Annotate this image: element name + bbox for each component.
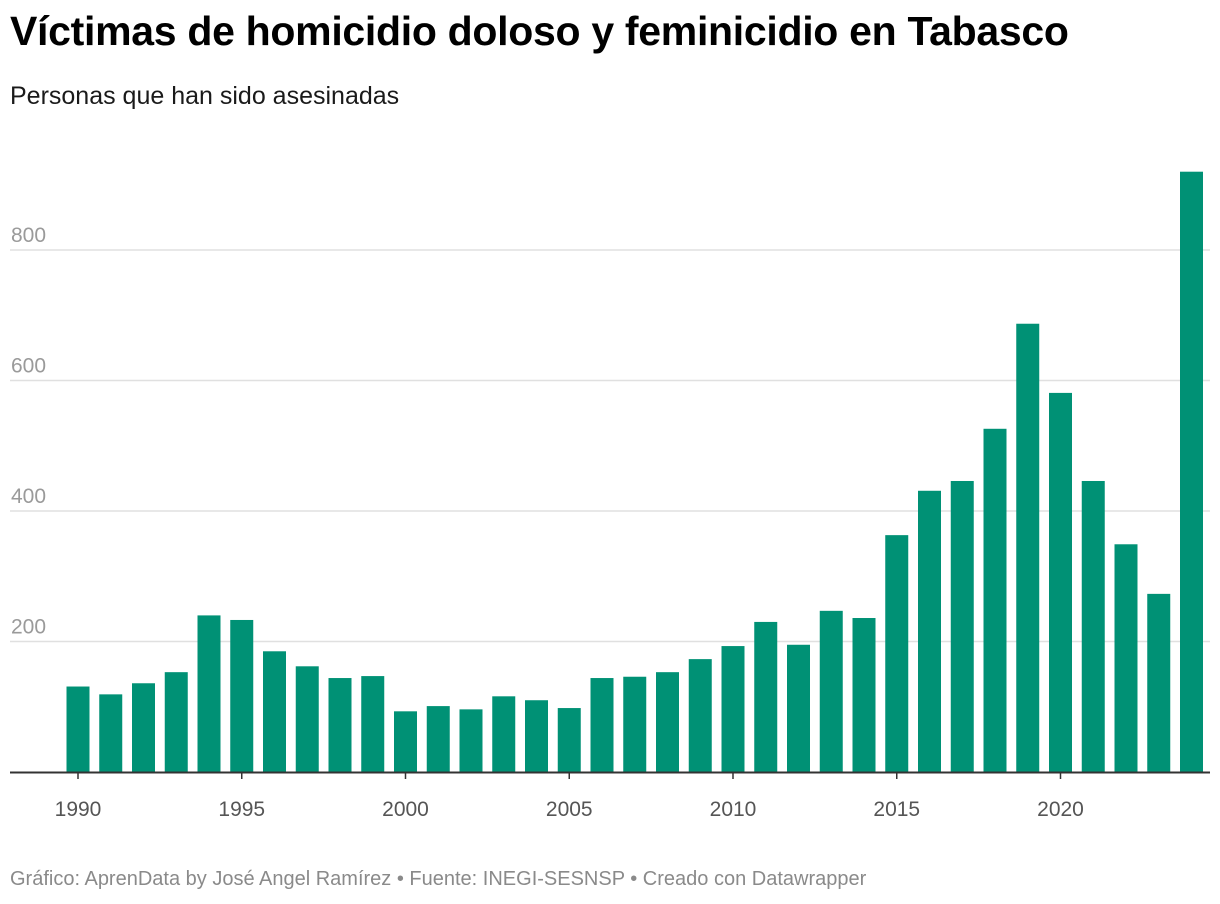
y-tick-label: 200 [11, 616, 46, 639]
bar-2001 [426, 706, 450, 772]
x-tick-label: 2005 [546, 798, 593, 821]
bar-2019 [1016, 323, 1040, 772]
bar-1996 [263, 651, 286, 772]
bar-2017 [950, 480, 974, 772]
bar-2005 [557, 708, 581, 772]
x-tick-label: 1995 [218, 798, 265, 821]
bar-1994 [197, 615, 221, 772]
bar-1990 [66, 686, 90, 772]
bar-1998 [328, 678, 352, 772]
bar-2004 [525, 700, 548, 772]
y-tick-label: 800 [11, 224, 46, 247]
bar-2006 [590, 678, 614, 772]
x-tick-label: 2000 [382, 798, 429, 821]
y-tick-label: 600 [11, 355, 46, 378]
bar-1999 [361, 676, 385, 772]
bar-1995 [230, 619, 254, 772]
chart-title: Víctimas de homicidio doloso y feminicid… [10, 8, 1069, 54]
bar-2021 [1081, 480, 1105, 772]
bar-2000 [394, 711, 417, 772]
bar-2012 [787, 644, 810, 772]
y-tick-label: 400 [11, 485, 46, 508]
x-tick-label: 1990 [55, 798, 102, 821]
bar-2016 [918, 490, 941, 772]
bar-2023 [1147, 593, 1171, 772]
bar-2009 [688, 659, 712, 772]
bar-1992 [132, 683, 155, 772]
bar-2003 [492, 696, 516, 772]
bars [66, 171, 1203, 772]
bar-2007 [623, 676, 647, 772]
x-tick-label: 2015 [873, 798, 920, 821]
bar-2008 [656, 672, 679, 772]
chart-footer: Gráfico: AprenData by José Angel Ramírez… [10, 868, 867, 890]
y-axis-ticks: 200 400 600 800 [11, 224, 46, 639]
bar-2010 [721, 646, 745, 772]
bar-2024 [1180, 171, 1203, 772]
bar-2022 [1114, 544, 1138, 772]
bar-2014 [852, 618, 876, 772]
chart-subtitle: Personas que han sido asesinadas [10, 82, 400, 110]
x-tick-label: 2020 [1037, 798, 1084, 821]
bar-2013 [819, 610, 843, 772]
bar-2011 [754, 621, 778, 772]
bar-2002 [459, 709, 483, 772]
x-axis-ticks: 1990 1995 2000 2005 2010 2015 2020 [55, 772, 1084, 821]
bar-2015 [885, 535, 909, 772]
bar-1991 [99, 694, 123, 772]
bar-2020 [1049, 392, 1072, 772]
bar-1993 [164, 672, 188, 772]
x-tick-label: 2010 [710, 798, 757, 821]
bar-1997 [295, 666, 319, 772]
bar-2018 [983, 428, 1007, 772]
